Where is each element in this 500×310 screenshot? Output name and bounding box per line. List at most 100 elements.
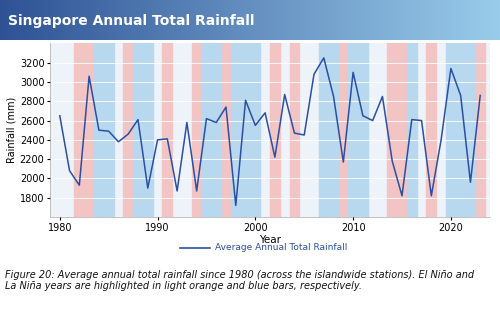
Bar: [188, 0, 190, 40]
Bar: [12, 0, 14, 40]
Bar: [280, 0, 281, 40]
Text: Singapore Annual Total Rainfall: Singapore Annual Total Rainfall: [8, 14, 254, 28]
Bar: [316, 0, 318, 40]
Bar: [40, 0, 42, 40]
Bar: [230, 0, 232, 40]
Bar: [175, 0, 176, 40]
Bar: [458, 0, 460, 40]
Text: Average Annual Total Rainfall: Average Annual Total Rainfall: [215, 243, 348, 253]
Bar: [435, 0, 436, 40]
Bar: [498, 0, 500, 40]
Bar: [2, 0, 4, 40]
Bar: [245, 0, 246, 40]
Bar: [16, 0, 18, 40]
Bar: [395, 0, 396, 40]
Bar: [116, 0, 118, 40]
Bar: [18, 0, 20, 40]
Bar: [176, 0, 178, 40]
Bar: [320, 0, 322, 40]
Bar: [272, 0, 274, 40]
Bar: [292, 0, 294, 40]
Bar: [210, 0, 212, 40]
Bar: [334, 0, 335, 40]
Bar: [128, 0, 130, 40]
Bar: [60, 0, 62, 40]
Bar: [286, 0, 288, 40]
Bar: [448, 0, 450, 40]
Bar: [465, 0, 466, 40]
Bar: [214, 0, 215, 40]
Bar: [490, 0, 492, 40]
Bar: [14, 0, 15, 40]
Bar: [258, 0, 260, 40]
Bar: [434, 0, 435, 40]
Bar: [135, 0, 136, 40]
Bar: [476, 43, 485, 217]
Bar: [406, 0, 408, 40]
Bar: [38, 0, 40, 40]
Bar: [226, 0, 228, 40]
Bar: [375, 0, 376, 40]
Bar: [430, 0, 432, 40]
Bar: [85, 0, 86, 40]
Bar: [72, 0, 74, 40]
Bar: [496, 0, 498, 40]
Bar: [120, 0, 122, 40]
Bar: [265, 0, 266, 40]
Bar: [268, 0, 270, 40]
Bar: [305, 0, 306, 40]
Bar: [225, 0, 226, 40]
Bar: [494, 0, 495, 40]
Bar: [416, 0, 418, 40]
Bar: [475, 0, 476, 40]
Bar: [355, 0, 356, 40]
Bar: [145, 0, 146, 40]
Bar: [126, 0, 128, 40]
Bar: [295, 0, 296, 40]
Bar: [122, 0, 124, 40]
Bar: [372, 0, 374, 40]
Bar: [294, 0, 295, 40]
Bar: [244, 0, 245, 40]
Bar: [260, 0, 262, 40]
Bar: [182, 0, 184, 40]
Bar: [398, 0, 400, 40]
Bar: [358, 0, 360, 40]
Bar: [160, 0, 162, 40]
Bar: [190, 0, 192, 40]
Bar: [66, 0, 68, 40]
Bar: [234, 0, 235, 40]
Bar: [495, 0, 496, 40]
Bar: [346, 0, 348, 40]
Bar: [124, 43, 133, 217]
Bar: [155, 0, 156, 40]
Bar: [90, 0, 92, 40]
Bar: [88, 0, 90, 40]
Bar: [456, 0, 458, 40]
Bar: [215, 0, 216, 40]
Bar: [388, 0, 390, 40]
Bar: [48, 0, 50, 40]
Bar: [68, 0, 70, 40]
Bar: [366, 0, 368, 40]
Bar: [216, 0, 218, 40]
Bar: [98, 0, 100, 40]
Bar: [124, 0, 125, 40]
Bar: [100, 0, 102, 40]
Bar: [222, 0, 224, 40]
Bar: [472, 0, 474, 40]
Bar: [106, 0, 108, 40]
Bar: [130, 0, 132, 40]
Bar: [102, 0, 103, 40]
Bar: [142, 0, 144, 40]
Bar: [195, 0, 196, 40]
Bar: [228, 0, 230, 40]
Bar: [466, 0, 468, 40]
Bar: [140, 0, 141, 40]
Bar: [248, 0, 250, 40]
Bar: [105, 0, 106, 40]
Bar: [65, 0, 66, 40]
Bar: [70, 0, 71, 40]
Bar: [462, 0, 464, 40]
Bar: [54, 0, 55, 40]
